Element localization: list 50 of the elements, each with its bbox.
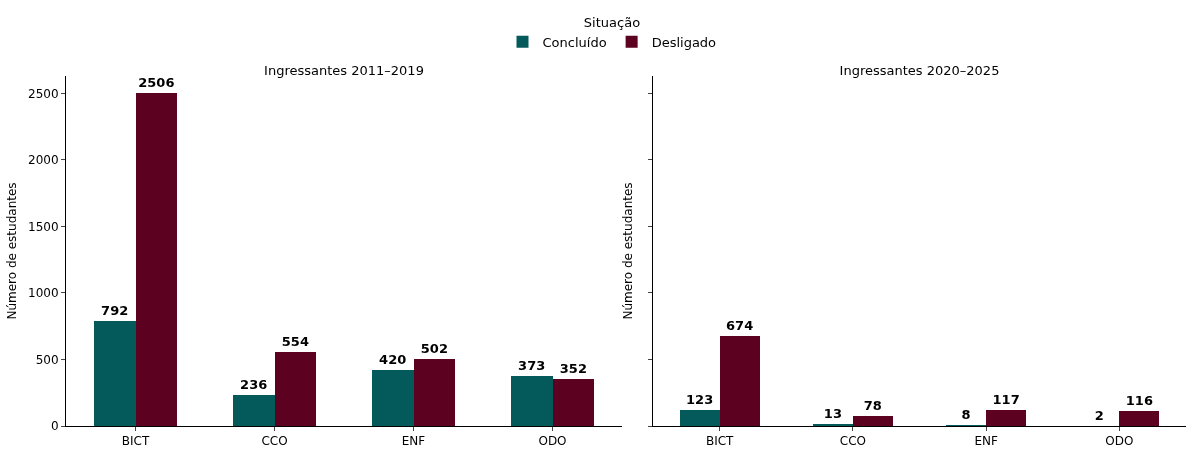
bar xyxy=(552,379,595,426)
data-label: 674 xyxy=(726,318,754,334)
legend-label: Concluído xyxy=(542,34,607,50)
bar xyxy=(232,394,275,426)
data-label: 502 xyxy=(420,341,448,357)
data-label: 420 xyxy=(379,352,407,368)
data-label: 236 xyxy=(240,376,268,392)
data-label: 554 xyxy=(281,334,309,350)
y-tick-label: 0 xyxy=(50,419,59,434)
y-axis-title: Número de estudantes xyxy=(621,182,636,320)
bar xyxy=(371,370,414,426)
data-label: 78 xyxy=(863,397,882,413)
x-tick-label: BICT xyxy=(705,434,735,449)
y-tick-label: 1500 xyxy=(28,219,59,234)
x-tick-label: BICT xyxy=(121,434,150,449)
data-label: 116 xyxy=(1125,392,1153,408)
bar xyxy=(719,336,760,426)
legend-title: Situação xyxy=(583,14,641,30)
bar xyxy=(510,376,553,426)
bar xyxy=(852,415,893,426)
data-label: 13 xyxy=(823,406,842,422)
data-label: 117 xyxy=(992,392,1020,408)
x-tick-label: CCO xyxy=(839,434,866,449)
data-label: 792 xyxy=(101,302,129,318)
bar xyxy=(93,320,136,426)
y-tick-label: 1000 xyxy=(28,286,59,301)
bar xyxy=(1119,410,1160,426)
y-tick-label: 2500 xyxy=(28,86,59,101)
chart-title: Ingressantes 2020–2025 xyxy=(839,62,1000,78)
y-tick-label: 500 xyxy=(35,352,59,367)
data-label: 8 xyxy=(961,406,971,422)
x-tick-label: ENF xyxy=(401,434,426,449)
x-tick-label: CCO xyxy=(261,434,288,449)
chart-title: Ingressantes 2011–2019 xyxy=(264,62,424,78)
data-label: 352 xyxy=(559,361,587,377)
x-tick-label: ODO xyxy=(538,434,567,449)
x-tick-label: ENF xyxy=(974,434,998,449)
data-label: 2506 xyxy=(138,74,175,90)
x-tick-label: ODO xyxy=(1105,434,1134,449)
y-axis-title: Número de estudantes xyxy=(5,182,20,320)
bar xyxy=(135,92,178,426)
bar xyxy=(413,359,456,426)
bar xyxy=(679,409,720,426)
data-label: 123 xyxy=(686,391,714,407)
bar xyxy=(986,410,1027,426)
y-tick-label: 2000 xyxy=(28,153,59,168)
data-label: 373 xyxy=(518,358,546,374)
bar xyxy=(274,352,317,426)
data-label: 2 xyxy=(1094,407,1104,423)
legend-label: Desligado xyxy=(651,34,717,50)
